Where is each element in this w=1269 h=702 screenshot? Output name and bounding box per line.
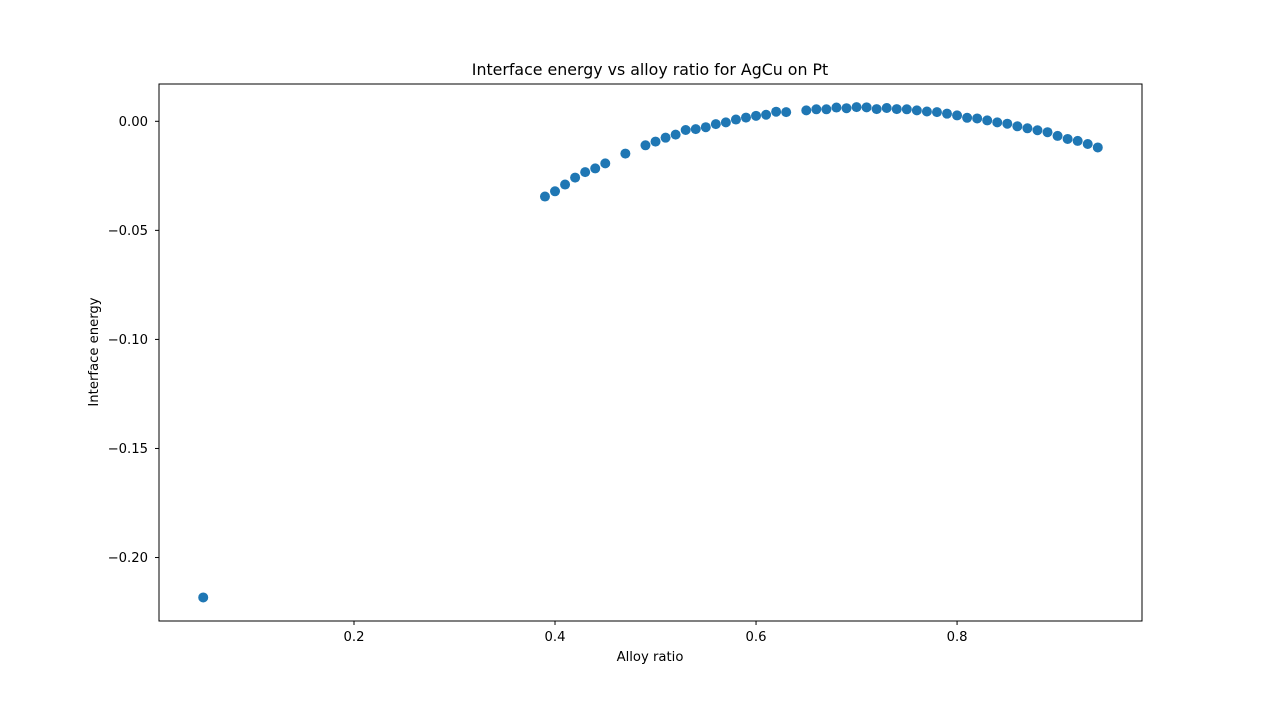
y-axis-ticks: 0.00 −0.05 −0.10 −0.15 −0.20 [108, 115, 159, 566]
y-axis-label: Interface energy [87, 297, 102, 406]
data-point [911, 105, 922, 116]
data-point [580, 167, 591, 178]
data-point [751, 110, 762, 121]
data-point [600, 158, 611, 169]
data-point [1002, 118, 1013, 129]
data-point [1082, 138, 1093, 149]
data-point [1012, 121, 1023, 132]
data-point [992, 117, 1003, 128]
data-point [881, 102, 892, 113]
data-point [590, 163, 601, 174]
data-point [740, 112, 751, 123]
data-point [700, 122, 711, 133]
data-point [660, 132, 671, 143]
y-tick-label: −0.10 [108, 333, 148, 348]
data-point [841, 103, 852, 114]
data-point [690, 124, 701, 135]
data-point [539, 191, 550, 202]
data-point [931, 107, 942, 118]
x-tick-label: 0.6 [746, 630, 767, 645]
data-point [921, 106, 932, 117]
data-point [720, 117, 731, 128]
y-tick-label: 0.00 [119, 115, 148, 130]
data-point [1032, 125, 1043, 136]
data-point [942, 108, 953, 119]
data-point [1022, 123, 1033, 134]
y-tick-label: −0.05 [108, 224, 148, 239]
data-point [811, 104, 822, 115]
data-point [1042, 127, 1053, 138]
data-point [650, 136, 661, 147]
data-point [761, 109, 772, 120]
data-point [831, 102, 842, 113]
chart-title: Interface energy vs alloy ratio for AgCu… [472, 60, 828, 79]
data-point [1092, 142, 1103, 153]
data-point [560, 179, 571, 190]
data-point [982, 115, 993, 126]
data-point [670, 129, 681, 140]
data-point [1052, 130, 1063, 141]
data-point [198, 592, 209, 603]
data-point [771, 106, 782, 117]
y-tick-label: −0.15 [108, 442, 148, 457]
data-point [781, 107, 792, 118]
x-tick-label: 0.2 [343, 630, 364, 645]
data-point [901, 104, 912, 115]
data-point [861, 102, 872, 113]
data-point [1062, 133, 1073, 144]
data-point [962, 112, 973, 123]
data-point [952, 110, 963, 121]
data-point [710, 119, 721, 130]
x-tick-label: 0.8 [947, 630, 968, 645]
data-point [891, 104, 902, 115]
data-point [730, 114, 741, 125]
data-point [640, 140, 651, 151]
data-point [801, 105, 812, 116]
data-point [680, 125, 691, 136]
x-axis-label: Alloy ratio [617, 650, 684, 665]
plot-area-frame [158, 83, 1143, 622]
data-point [550, 186, 561, 197]
data-point [871, 104, 882, 115]
data-point [1072, 135, 1083, 146]
data-point [821, 104, 832, 115]
plot-area-background [159, 84, 1142, 621]
data-point [620, 148, 631, 159]
data-points [198, 102, 1103, 603]
data-point [570, 172, 581, 183]
data-point [972, 113, 983, 124]
data-point [851, 102, 862, 113]
x-tick-label: 0.4 [545, 630, 566, 645]
y-tick-label: −0.20 [108, 551, 148, 566]
x-axis-ticks: 0.2 0.4 0.6 0.8 [343, 621, 968, 645]
